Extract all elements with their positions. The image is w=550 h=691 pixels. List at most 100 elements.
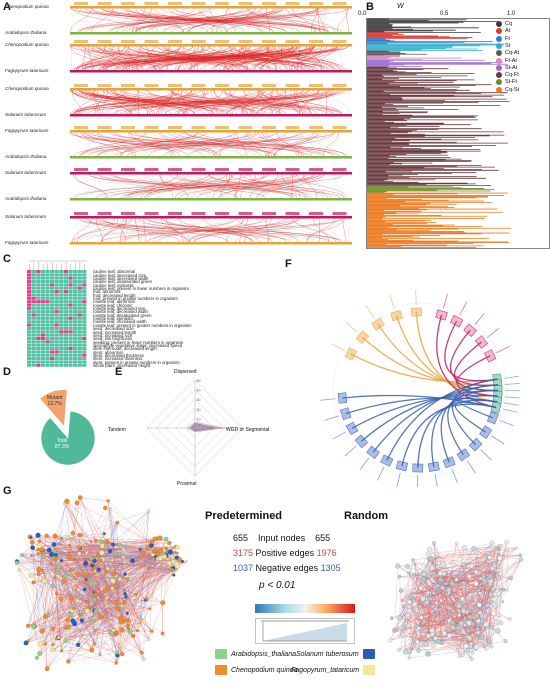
circos-link [456, 355, 498, 397]
network-node [70, 557, 74, 562]
network-node [113, 551, 118, 556]
network-node [49, 562, 52, 565]
network-node [486, 638, 492, 644]
heatmap-cell [59, 326, 64, 330]
ka-ks-legend-item: Cq-At [496, 50, 519, 57]
heatmap-cell [36, 283, 41, 287]
heatmap-cell [77, 363, 82, 367]
circos-link [360, 389, 499, 442]
heatmap-cell [50, 333, 55, 337]
input-nodes-right: 655 [315, 533, 331, 543]
heatmap-cell [73, 333, 78, 337]
network-node [138, 623, 142, 627]
heatmap-cell [27, 357, 32, 361]
heatmap-cell [40, 296, 45, 300]
duplication-radar-chart: 10 20 30 40 50 [146, 379, 244, 477]
network-node [51, 643, 55, 646]
heatmap-cell [73, 276, 78, 280]
network-node [406, 608, 413, 614]
network-node [37, 543, 43, 549]
heatmap-cell [27, 286, 32, 290]
network-node [487, 573, 493, 579]
heatmap-cell [45, 273, 50, 277]
heatmap-cell [31, 337, 36, 340]
heatmap-cell [40, 330, 45, 334]
heatmap-cell [63, 300, 68, 304]
heatmap-cell [82, 303, 87, 307]
phenotype-trait-label: seed: increased size [93, 332, 133, 338]
heatmap-cell [68, 280, 73, 283]
heatmap-cell [82, 320, 87, 324]
heatmap-cell [31, 293, 36, 297]
heatmap-cell [73, 320, 78, 324]
network-node [421, 572, 427, 577]
network-node [65, 535, 70, 540]
network-node [53, 576, 57, 579]
network-node [460, 596, 465, 602]
phenotype-trait-label: fruit: abnormal [93, 289, 121, 295]
heatmap-cell [27, 350, 32, 354]
network-node [99, 543, 105, 549]
heatmap-cell [27, 283, 32, 287]
heatmap-cell [50, 350, 55, 354]
heatmap-cell [45, 310, 50, 314]
network-node [102, 588, 108, 593]
network-node [90, 563, 95, 568]
heatmap-cell [27, 326, 32, 330]
network-node [435, 565, 440, 569]
heatmap-cell [36, 286, 41, 290]
circos-gene-node [487, 411, 499, 425]
network-node [29, 536, 33, 539]
network-node [508, 575, 513, 581]
heatmap-cell [31, 300, 36, 304]
heatmap-cell [45, 330, 50, 334]
heatmap-cell [63, 296, 68, 300]
heatmap-cell [59, 333, 64, 337]
phenotype-trait-label: rosette leaf: desaturated green [93, 312, 152, 318]
heatmap-cell [54, 303, 59, 307]
network-node [114, 574, 118, 578]
heatmap-cell [63, 350, 68, 354]
panel-letter-f: F [285, 258, 292, 270]
heatmap-cell [54, 273, 59, 277]
network-node [481, 573, 487, 579]
network-node [117, 542, 122, 547]
network-node [431, 571, 437, 576]
network-node [104, 569, 109, 574]
network-node [442, 572, 447, 576]
heatmap-cell [82, 310, 87, 314]
network-node [103, 505, 108, 511]
heatmap-cell [73, 326, 78, 330]
heatmap-cell [50, 330, 55, 334]
legend-fagopyrum: Fagopyrum_tataricum [291, 665, 376, 675]
heatmap-cell [40, 280, 45, 283]
network-node [36, 547, 40, 552]
network-node [107, 548, 113, 554]
network-node [41, 578, 48, 584]
network-node [429, 628, 435, 634]
network-node [425, 551, 430, 556]
heatmap-cell [82, 280, 87, 283]
heatmap-cell [59, 340, 64, 344]
network-node [407, 656, 411, 660]
heatmap-cell [82, 286, 87, 290]
network-node [450, 625, 456, 631]
network-node [402, 649, 409, 655]
network-node [145, 545, 151, 551]
heatmap-cell [36, 363, 41, 367]
network-node [141, 657, 146, 661]
network-node [488, 582, 492, 587]
heatmap-cell [82, 323, 87, 327]
legend-dot-icon [496, 79, 502, 86]
heatmap-cell [82, 347, 87, 350]
heatmap-cell [40, 293, 45, 297]
network-node [164, 536, 169, 542]
heatmap-cell [31, 323, 36, 327]
heatmap-cell [77, 303, 82, 307]
network-node [17, 568, 21, 572]
heatmap-cell [63, 273, 68, 277]
heatmap-cell [54, 306, 59, 310]
network-node [63, 638, 68, 644]
radar-tick-label: 30 [197, 398, 201, 402]
heatmap-cell [63, 276, 68, 280]
